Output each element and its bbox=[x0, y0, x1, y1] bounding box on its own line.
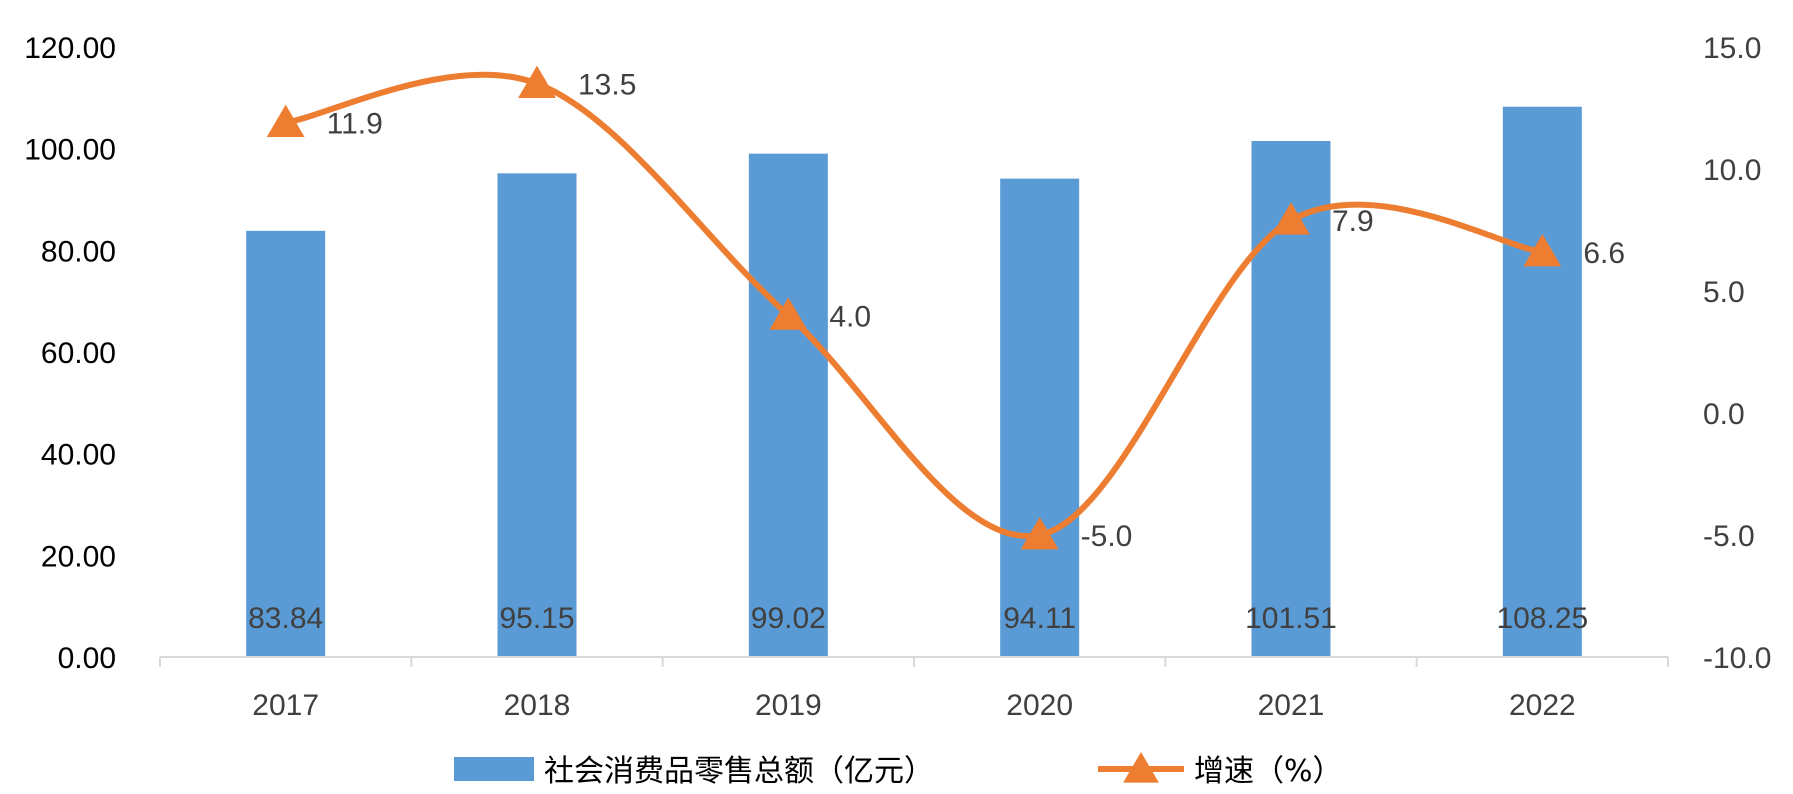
growth-marker bbox=[769, 297, 808, 330]
right-tick-label: -5.0 bbox=[1703, 520, 1755, 553]
right-axis: -10.0 -5.0 0.0 5.0 10.0 15.0 bbox=[1703, 32, 1771, 675]
line-data-label: 7.9 bbox=[1332, 205, 1374, 238]
growth-marker bbox=[518, 65, 556, 98]
line-data-label: 13.5 bbox=[578, 69, 636, 102]
left-axis: 0.00 20.00 40.00 60.00 80.00 100.00 120.00 bbox=[24, 32, 116, 675]
line-data-label: 4.0 bbox=[829, 300, 871, 333]
right-tick-label: -10.0 bbox=[1703, 642, 1771, 675]
line-data-label: 6.6 bbox=[1583, 237, 1625, 270]
legend-bar-label: 社会消费品零售总额（亿元） bbox=[544, 754, 934, 789]
legend-line-label: 增速（%） bbox=[1194, 754, 1343, 789]
bar bbox=[748, 153, 828, 658]
growth-markers bbox=[266, 65, 1562, 550]
x-tick-label: 2017 bbox=[252, 689, 319, 722]
bar bbox=[246, 230, 326, 657]
left-tick-label: 60.00 bbox=[41, 337, 116, 370]
left-tick-label: 40.00 bbox=[41, 439, 116, 472]
bar-data-label: 101.51 bbox=[1245, 602, 1337, 635]
bar-data-label: 108.25 bbox=[1496, 602, 1588, 635]
right-tick-label: 5.0 bbox=[1703, 276, 1745, 309]
legend: 社会消费品零售总额（亿元） 增速（%） bbox=[454, 752, 1343, 789]
growth-marker bbox=[1272, 202, 1310, 235]
left-tick-label: 100.00 bbox=[24, 134, 116, 167]
x-tick-label: 2021 bbox=[1258, 689, 1325, 722]
legend-line-marker bbox=[1123, 752, 1159, 783]
x-tick-label: 2020 bbox=[1006, 689, 1073, 722]
bar bbox=[497, 173, 577, 657]
right-tick-label: 15.0 bbox=[1703, 32, 1761, 65]
growth-marker bbox=[1020, 517, 1059, 550]
bar-series bbox=[246, 106, 1582, 658]
left-tick-label: 20.00 bbox=[41, 540, 116, 573]
growth-marker bbox=[266, 104, 305, 138]
bar bbox=[1000, 178, 1080, 658]
left-tick-label: 120.00 bbox=[24, 32, 116, 65]
line-data-label: -5.0 bbox=[1081, 520, 1133, 553]
bar-data-label: 95.15 bbox=[499, 602, 574, 635]
x-tick-label: 2018 bbox=[504, 689, 571, 722]
growth-marker bbox=[1523, 233, 1562, 267]
x-tick-label: 2019 bbox=[755, 689, 822, 722]
line-data-labels: 11.9 13.5 4.0 -5.0 7.9 6.6 bbox=[327, 69, 1625, 553]
bar-data-label: 99.02 bbox=[751, 602, 826, 635]
x-axis: 2017 2018 2019 2020 2021 2022 bbox=[159, 657, 1669, 722]
right-tick-label: 10.0 bbox=[1703, 154, 1761, 187]
bar bbox=[1502, 106, 1582, 657]
bar-data-label: 83.84 bbox=[248, 602, 323, 635]
left-tick-label: 0.00 bbox=[58, 642, 116, 675]
line-data-label: 11.9 bbox=[327, 108, 383, 141]
right-tick-label: 0.0 bbox=[1703, 398, 1745, 431]
growth-line bbox=[282, 71, 1546, 540]
left-tick-label: 80.00 bbox=[41, 235, 116, 268]
bar-data-label: 94.11 bbox=[1003, 602, 1076, 635]
legend-bar-swatch bbox=[454, 757, 534, 781]
bar-data-labels: 83.84 95.15 99.02 94.11 101.51 108.25 bbox=[248, 602, 1588, 635]
x-tick-label: 2022 bbox=[1509, 689, 1576, 722]
